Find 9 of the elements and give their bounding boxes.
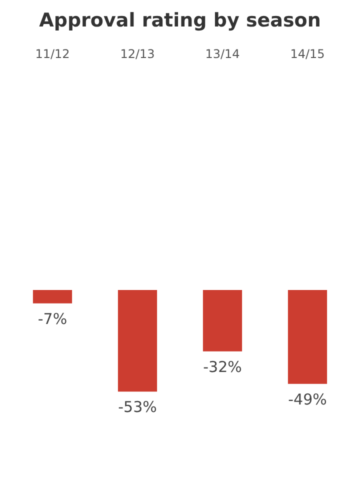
data-label: -7% — [38, 310, 68, 328]
x-tick-label: 11/12 — [35, 47, 70, 61]
data-label: -53% — [118, 398, 157, 416]
chart-title: Approval rating by season — [39, 10, 321, 32]
data-label: -32% — [203, 358, 242, 376]
data-label: -49% — [288, 390, 327, 408]
x-tick-label: 14/15 — [290, 47, 325, 61]
x-tick-label: 12/13 — [120, 47, 155, 61]
x-tick-label: 13/14 — [205, 47, 240, 61]
